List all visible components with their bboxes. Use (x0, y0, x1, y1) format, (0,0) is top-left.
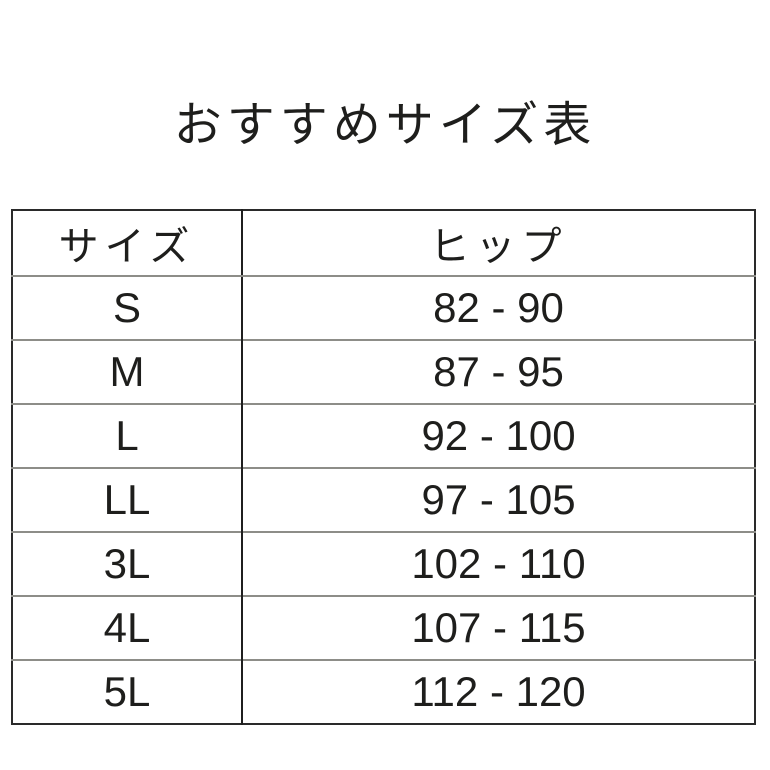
header-row: サイズ ヒップ (12, 210, 755, 277)
table-row: M 87 - 95 (12, 339, 755, 404)
page-title: おすすめサイズ表 (173, 99, 597, 152)
hip-cell: 112 - 120 (242, 659, 755, 724)
table-row: L 92 - 100 (12, 403, 755, 468)
hip-cell: 87 - 95 (242, 339, 755, 404)
size-cell: 5L (12, 659, 243, 724)
hip-cell: 82 - 90 (433, 284, 564, 331)
hip-cell: 97 - 105 (242, 467, 755, 532)
size-cell: S (12, 276, 243, 340)
size-cell: LL (12, 467, 243, 532)
size-cell: 4L (12, 595, 243, 660)
table-row: LL 97 - 105 (12, 467, 755, 532)
table-row: S 82 - 90 (12, 276, 755, 340)
table-row: 3L 102 - 110 (12, 531, 755, 596)
size-cell: 3L (12, 531, 243, 596)
hip-cell: 92 - 100 (242, 403, 755, 468)
size-table: サイズ ヒップ S 82 - 90 M 87 - 95 L 92 - 100 L… (11, 209, 756, 725)
table-row: 5L 112 - 120 (12, 659, 755, 724)
hip-cell: 107 - 115 (242, 595, 755, 660)
size-cell: M (12, 339, 243, 404)
size-cell: L (12, 403, 243, 468)
size-column-header: サイズ (12, 210, 243, 277)
hip-cell: 102 - 110 (242, 531, 755, 596)
hip-column-header: ヒップ (242, 210, 755, 277)
table-row: 4L 107 - 115 (12, 595, 755, 660)
